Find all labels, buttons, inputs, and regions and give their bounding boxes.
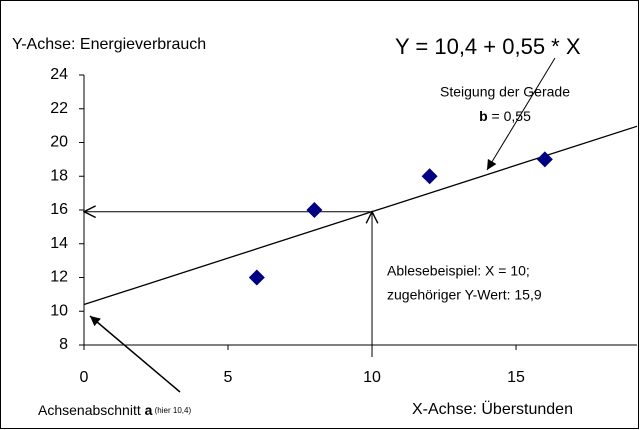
intercept-symbol: a — [145, 402, 153, 418]
y-tick-label: 16 — [50, 201, 68, 218]
y-tick-label: 10 — [50, 302, 68, 319]
slope-text: b = 0,55 — [479, 108, 531, 124]
x-axis-title: X-Achse: Überstunden — [412, 400, 573, 418]
slope-symbol: b — [479, 108, 488, 124]
point — [536, 151, 553, 168]
regression-line — [83, 125, 638, 306]
slope-value: = 0,55 — [488, 108, 531, 124]
point — [421, 168, 438, 185]
y-tick-label: 22 — [50, 100, 68, 117]
slope-arrow — [486, 57, 556, 171]
equation: Y = 10,4 + 0,55 * X — [395, 34, 581, 59]
intercept-detail: (hier 10,4) — [152, 406, 191, 415]
x-tick-label: 5 — [224, 369, 233, 386]
reading-label: zugehöriger Y-Wert: 15,9 — [387, 287, 542, 303]
y-axis-title: Y-Achse: Energieverbrauch — [12, 36, 206, 53]
y-tick-label: 18 — [50, 167, 68, 184]
x-tick-label: 15 — [507, 369, 525, 386]
y-tick-label: 24 — [50, 66, 68, 83]
point — [306, 202, 323, 218]
intercept-arrow — [89, 315, 181, 393]
y-tick-label: 8 — [59, 336, 68, 353]
y-tick-label: 20 — [50, 134, 68, 151]
reading-label: Ablesebeispiel: X = 10; — [387, 263, 530, 279]
intercept-text: Achsenabschnitt — [38, 402, 145, 418]
slope-title: Steigung der Gerade — [440, 84, 570, 100]
intercept-note: Achsenabschnitt a (hier 10,4) — [38, 402, 191, 418]
x-tick-label: 0 — [80, 369, 89, 386]
x-tick-label: 10 — [363, 369, 381, 386]
point — [248, 269, 265, 286]
y-tick-label: 14 — [50, 235, 68, 252]
y-tick-label: 12 — [50, 269, 68, 286]
